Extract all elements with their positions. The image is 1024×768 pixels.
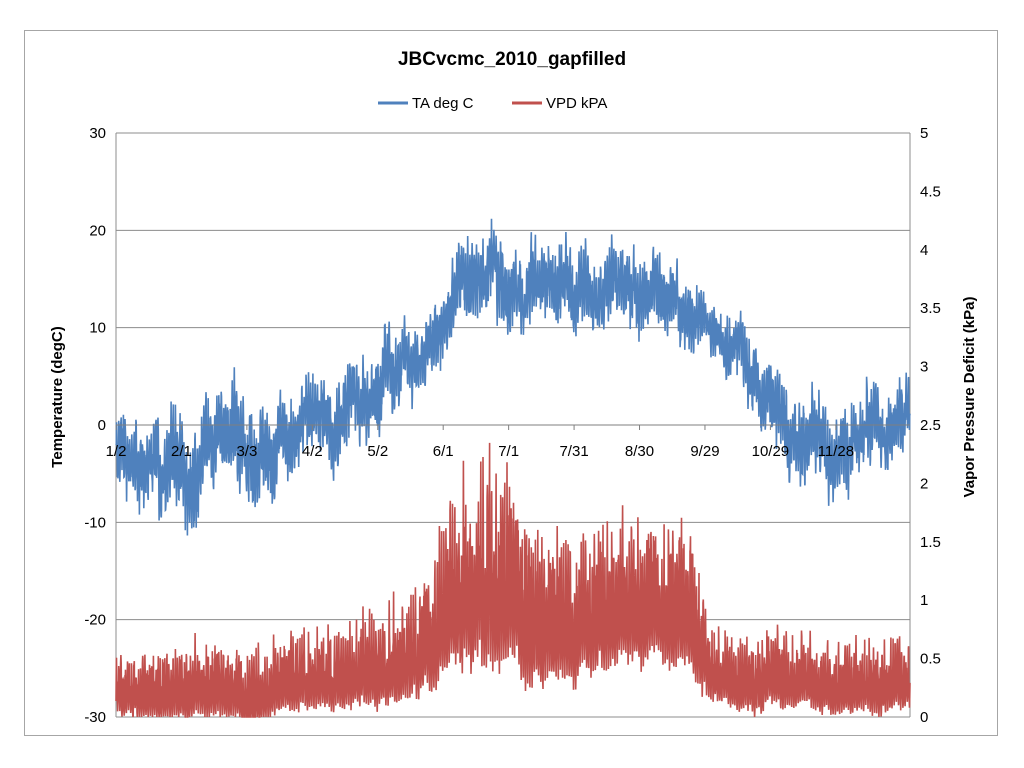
right-axis-title: Vapor Pressure Deficit (kPa) <box>961 297 978 498</box>
x-tick-label: 1/2 <box>106 443 127 460</box>
left-tick-label: -30 <box>84 709 106 726</box>
left-axis-ticks: 30 20 10 0 -10 -20 -30 <box>84 125 106 726</box>
left-tick-label: 20 <box>89 222 106 239</box>
right-tick-label: 1 <box>920 592 928 609</box>
x-tick-label: 8/30 <box>625 443 654 460</box>
series-layer <box>115 218 911 718</box>
right-tick-label: 0 <box>920 709 928 726</box>
x-tick-label: 9/29 <box>690 443 719 460</box>
x-tick-label: 2/1 <box>171 443 192 460</box>
left-tick-label: -20 <box>84 612 106 629</box>
x-axis-ticks: 1/2 2/1 3/3 4/2 5/2 6/1 7/1 7/31 8/30 9/29 10/29 11… <box>106 425 854 460</box>
x-tick-label: 7/1 <box>498 443 519 460</box>
right-tick-label: 1.5 <box>920 534 941 551</box>
right-tick-label: 2.5 <box>920 417 941 434</box>
x-tick-label: 6/1 <box>433 443 454 460</box>
right-tick-label: 4.5 <box>920 183 941 200</box>
legend-label-ta: TA deg C <box>412 95 474 112</box>
chart-title: JBCvcmc_2010_gapfilled <box>398 49 626 70</box>
series-line-vpd <box>115 442 911 718</box>
legend: TA deg C VPD kPA <box>378 95 607 112</box>
legend-label-vpd: VPD kPA <box>546 95 607 112</box>
right-tick-label: 5 <box>920 125 928 142</box>
left-tick-label: -10 <box>84 514 106 531</box>
left-tick-label: 30 <box>89 125 106 142</box>
left-tick-label: 10 <box>89 320 106 337</box>
right-tick-label: 3 <box>920 359 928 376</box>
x-tick-label: 10/29 <box>752 443 790 460</box>
series-line-ta <box>115 218 911 536</box>
x-tick-label: 4/2 <box>302 443 323 460</box>
left-axis-title: Temperature (degC) <box>49 326 66 467</box>
right-tick-label: 2 <box>920 475 928 492</box>
chart-frame: JBCvcmc_2010_gapfilled TA deg C VPD kPA … <box>24 30 998 736</box>
chart-svg: JBCvcmc_2010_gapfilled TA deg C VPD kPA … <box>49 49 978 726</box>
right-tick-label: 0.5 <box>920 651 941 668</box>
x-tick-label: 3/3 <box>236 443 257 460</box>
right-tick-label: 3.5 <box>920 300 941 317</box>
x-tick-label: 7/31 <box>559 443 588 460</box>
right-axis-ticks: 5 4.5 4 3.5 3 2.5 2 1.5 1 0.5 0 <box>920 125 941 726</box>
x-tick-label: 11/28 <box>818 443 854 460</box>
right-tick-label: 4 <box>920 242 928 259</box>
x-tick-label: 5/2 <box>367 443 388 460</box>
left-tick-label: 0 <box>98 417 106 434</box>
